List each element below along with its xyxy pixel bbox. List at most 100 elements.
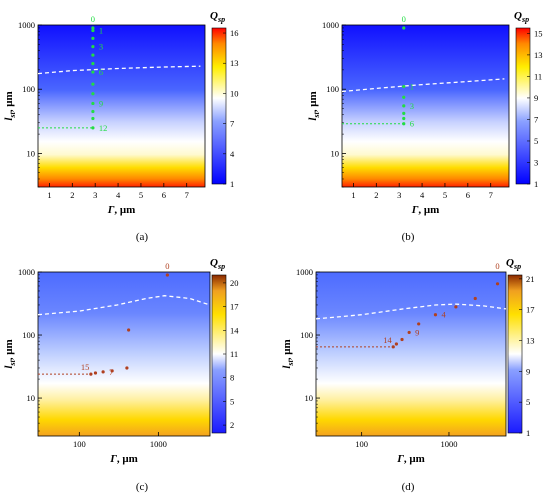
trajectory-label: 4 xyxy=(441,310,446,320)
x-tick-label: 2 xyxy=(70,190,74,200)
x-tick-label: 4 xyxy=(420,190,425,200)
trajectory-point xyxy=(433,313,438,317)
y-tick-label: 10 xyxy=(305,393,314,403)
y-axis-subscript: st xyxy=(286,359,295,366)
colorbar-tick-label: 14 xyxy=(230,325,239,335)
y-tick-label: 100 xyxy=(22,330,35,340)
trajectory-label: 3 xyxy=(410,101,414,111)
x-tick-label: 1000 xyxy=(440,439,457,449)
trajectory-point xyxy=(391,345,395,349)
x-tick-label: 6 xyxy=(162,190,166,200)
trajectory-label: 9 xyxy=(415,327,419,337)
panel-caption: (b) xyxy=(402,231,415,243)
colorbar xyxy=(211,27,227,185)
panel-caption: (a) xyxy=(136,231,149,243)
trajectory-point xyxy=(91,116,95,121)
colorbar-tick-label: 10 xyxy=(230,88,239,98)
trajectory-label: 9 xyxy=(99,98,103,108)
trajectory-point xyxy=(402,84,406,89)
colorbar xyxy=(507,274,523,434)
trajectory-point xyxy=(495,282,500,286)
trajectory-point xyxy=(402,122,406,126)
trajectory-label: 12 xyxy=(99,123,108,133)
trajectory-point xyxy=(91,26,95,30)
trajectory-point xyxy=(402,26,406,30)
colorbar-tick-label: 21 xyxy=(526,274,535,284)
heatmap-field xyxy=(38,272,210,436)
x-tick-label: 2 xyxy=(374,190,378,200)
colorbar-tick-label: 9 xyxy=(526,366,530,376)
colorbar-tick-label: 1 xyxy=(526,428,530,438)
trajectory-point xyxy=(417,322,421,326)
trajectory-point xyxy=(110,369,114,373)
y-axis-unit: , μm xyxy=(3,91,15,112)
x-axis-label: Γ, μm xyxy=(396,453,425,465)
y-tick-label: 100 xyxy=(300,330,313,340)
y-tick-label: 10 xyxy=(27,393,36,403)
colorbar-title-subscript: sp xyxy=(513,262,521,271)
y-tick-label: 100 xyxy=(326,84,339,94)
trajectory-point xyxy=(89,372,93,376)
colorbar-tick-label: 13 xyxy=(526,336,535,346)
colorbar-title: Qsp xyxy=(514,10,529,24)
trajectory-label: 0 xyxy=(495,261,499,271)
colorbar-tick-label: 20 xyxy=(230,278,239,288)
colorbar-title-symbol: Q xyxy=(210,257,218,269)
y-axis-subscript: st xyxy=(312,111,321,118)
trajectory-point xyxy=(91,92,95,96)
colorbar-title-subscript: sp xyxy=(521,15,529,24)
y-axis-unit: , μm xyxy=(281,339,293,360)
colorbar-title: Qsp xyxy=(210,257,225,271)
trajectory-point xyxy=(91,36,95,40)
y-axis-symbol: l xyxy=(307,117,319,121)
x-tick-label: 100 xyxy=(73,439,86,449)
y-axis-symbol: l xyxy=(3,365,15,369)
y-tick-label: 10 xyxy=(27,148,36,158)
y-tick-label: 1000 xyxy=(322,20,339,30)
x-tick-label: 1000 xyxy=(150,439,167,449)
colorbar-title-subscript: sp xyxy=(217,262,225,271)
colorbar-title: Qsp xyxy=(506,257,521,271)
y-tick-label: 1000 xyxy=(18,20,35,30)
trajectory-point xyxy=(91,101,95,106)
y-axis-symbol: l xyxy=(281,365,293,369)
trajectory-point xyxy=(91,62,95,66)
colorbar-tick-label: 2 xyxy=(230,420,234,430)
x-axis-symbol: Γ xyxy=(396,453,404,465)
colorbar-title-symbol: Q xyxy=(514,10,522,22)
x-tick-label: 1 xyxy=(351,190,355,200)
plot-frame xyxy=(37,24,206,188)
colorbar-title-symbol: Q xyxy=(506,257,514,269)
colorbar-tick-label: 1 xyxy=(230,179,234,189)
colorbar-tick-label: 17 xyxy=(526,305,535,315)
trajectory-point xyxy=(91,70,95,74)
colorbar-tick-label: 7 xyxy=(534,114,538,124)
y-tick-label: 10 xyxy=(331,148,340,158)
trajectory-label: 15 xyxy=(81,362,90,372)
colorbar-tick-label: 5 xyxy=(526,397,530,407)
y-axis-label: lst, μm xyxy=(3,339,17,368)
trajectory-point xyxy=(91,126,95,130)
colorbar-tick-label: 17 xyxy=(230,302,239,312)
panel-caption: (d) xyxy=(402,481,415,493)
trajectory-point xyxy=(125,366,129,370)
x-axis-unit: , μm xyxy=(114,204,135,216)
x-tick-label: 3 xyxy=(93,190,97,200)
x-tick-label: 6 xyxy=(466,190,470,200)
heatmap-field xyxy=(342,25,509,187)
colorbar-title: Qsp xyxy=(210,10,225,24)
x-axis-label: Γ, μm xyxy=(107,204,136,216)
plot-frame xyxy=(341,24,510,188)
trajectory-point xyxy=(91,109,95,114)
trajectory-point xyxy=(91,28,95,33)
x-tick-label: 3 xyxy=(397,190,401,200)
heatmap-field xyxy=(38,25,205,187)
trajectory-label: 7 xyxy=(109,367,113,377)
colorbar-tick-label: 5 xyxy=(230,396,234,406)
y-axis-symbol: l xyxy=(3,117,15,121)
panel-caption: (c) xyxy=(136,481,149,493)
colorbar-tick-label: 8 xyxy=(230,373,234,383)
